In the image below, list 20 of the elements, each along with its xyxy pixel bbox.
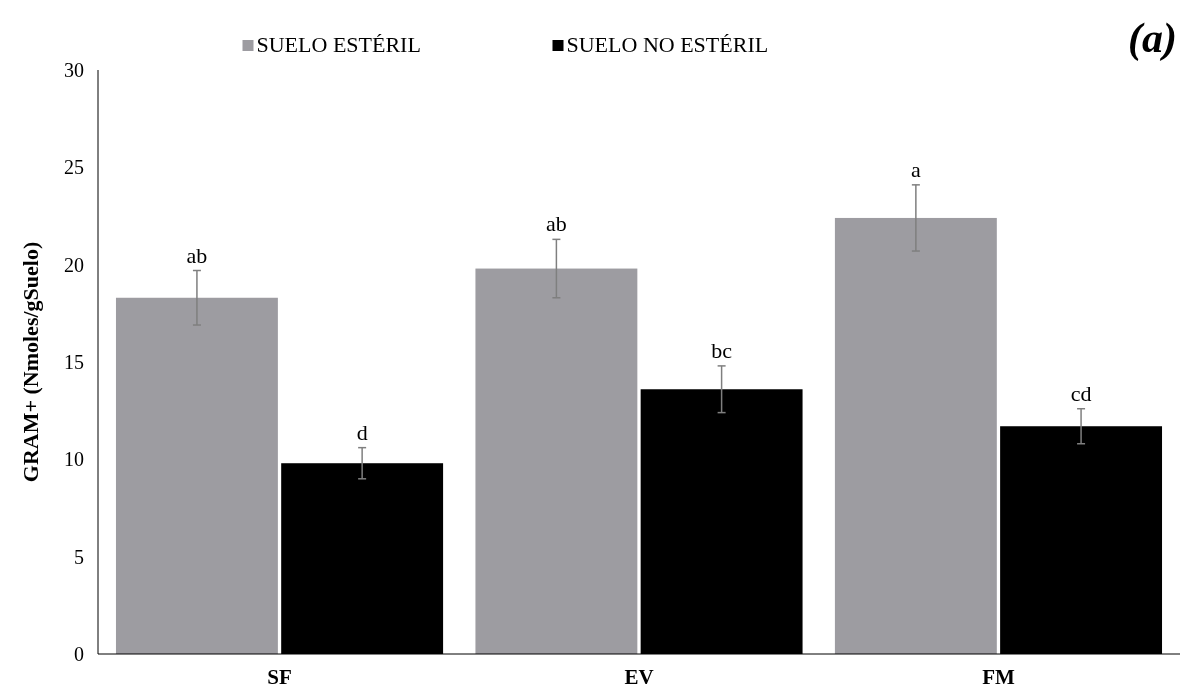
y-tick-label: 15 — [64, 351, 84, 373]
legend-label: SUELO ESTÉRIL — [256, 32, 421, 57]
annotation: d — [356, 419, 368, 445]
y-tick-label: 0 — [74, 643, 84, 665]
chart-title: (a) — [1128, 15, 1177, 62]
y-axis-title: GRAM+ (Nmoles/gSuelo) — [18, 241, 43, 483]
y-tick-label: 10 — [64, 448, 84, 471]
x-tick-label: FM — [982, 665, 1015, 689]
annotation: ab — [186, 242, 208, 268]
annotation: ab — [546, 211, 567, 237]
x-tick-label: EV — [624, 665, 654, 689]
annotation: a — [910, 156, 921, 182]
legend-label: SUELO NO ESTÉRIL — [566, 32, 769, 57]
x-tick-label: SF — [267, 665, 292, 689]
annotation: bc — [711, 337, 733, 363]
annotation: cd — [1070, 380, 1092, 406]
y-tick-label: 5 — [74, 545, 84, 568]
y-tick-label: 30 — [64, 59, 84, 81]
y-tick-label: 20 — [64, 253, 84, 276]
y-tick-label: 25 — [64, 156, 84, 179]
